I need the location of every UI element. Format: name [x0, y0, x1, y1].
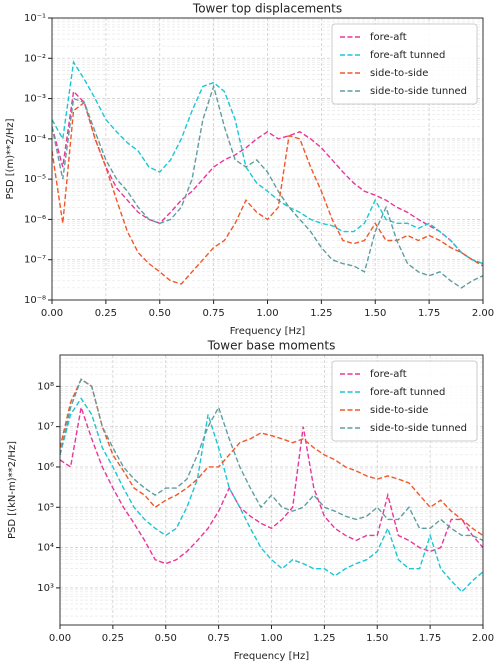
legend: fore-aft fore-aft tunned side-to-side side-… [331, 23, 478, 105]
axes-frame [59, 354, 484, 626]
legend-label: fore-aft [370, 369, 407, 380]
y-tick-label: 10⁻⁵ [24, 174, 46, 185]
x-tick-label: 1.25 [310, 308, 332, 319]
x-tick-label: 0.75 [202, 308, 224, 319]
legend-label: side-to-side [370, 68, 428, 79]
legend-label: fore-aft tunned [370, 50, 445, 61]
y-tick-label: 10⁻⁷ [24, 255, 46, 266]
legend-label: side-to-side tunned [370, 86, 467, 97]
y-tick-label: 10⁻¹ [24, 13, 46, 24]
x-tick-label: 1.75 [419, 633, 441, 644]
x-tick-label: 0.75 [207, 633, 229, 644]
legend: fore-aft fore-aft tunned side-to-side side-… [331, 360, 478, 442]
subplot: Tower base moments Frequency [Hz] PSD [(kN… [7, 339, 494, 663]
y-tick-label: 10⁻² [24, 53, 46, 64]
y-tick-label: 10⁶ [37, 462, 54, 473]
y-tick-label: 10⁷ [37, 422, 54, 433]
x-tick-label: 0.00 [49, 633, 71, 644]
subplot-title: Tower base moments [207, 339, 336, 353]
series-line [60, 378, 483, 537]
y-axis-label: PSD [(kN-m)**2/Hz] [7, 441, 18, 539]
y-tick-label: 10³ [37, 583, 54, 594]
x-tick-label: 1.25 [313, 633, 335, 644]
series-line [52, 101, 483, 285]
series-line [52, 89, 483, 265]
series-line [52, 83, 483, 289]
legend-label: fore-aft [370, 32, 407, 43]
x-axis-label: Frequency [Hz] [234, 651, 310, 662]
y-tick-label: 10⁸ [37, 381, 54, 392]
subplot: Tower top displacements Frequency [Hz] PSD… [5, 2, 494, 338]
y-tick-label: 10⁻³ [24, 94, 46, 105]
x-tick-label: 1.75 [418, 308, 440, 319]
legend-box [331, 23, 478, 105]
x-tick-label: 0.25 [95, 308, 117, 319]
y-tick-label: 10⁻⁸ [24, 295, 46, 306]
series-line [60, 407, 483, 565]
legend-label: side-to-side [370, 405, 428, 416]
y-tick-label: 10⁴ [37, 543, 54, 554]
x-tick-label: 1.00 [256, 308, 278, 319]
x-tick-label: 0.50 [149, 308, 171, 319]
x-tick-label: 0.50 [155, 633, 177, 644]
legend-label: side-to-side tunned [370, 423, 467, 434]
x-tick-label: 2.00 [472, 308, 494, 319]
x-axis-label: Frequency [Hz] [230, 326, 306, 337]
x-tick-label: 0.00 [41, 308, 63, 319]
series-line [60, 378, 483, 542]
x-tick-label: 1.50 [364, 308, 386, 319]
y-tick-label: 10⁵ [37, 502, 54, 513]
subplot-title: Tower top displacements [192, 2, 342, 16]
legend-box [331, 360, 478, 442]
y-tick-label: 10⁻⁴ [24, 134, 46, 145]
y-axis-label: PSD [(m)**2/Hz] [5, 118, 16, 199]
y-tick-label: 10⁻⁶ [24, 214, 46, 225]
series-line [60, 397, 483, 593]
x-tick-label: 2.00 [472, 633, 494, 644]
x-tick-label: 1.50 [366, 633, 388, 644]
x-tick-label: 1.00 [260, 633, 282, 644]
axes-frame [51, 17, 484, 301]
series-line [52, 60, 483, 265]
legend-label: fore-aft tunned [370, 387, 445, 398]
x-tick-label: 0.25 [102, 633, 124, 644]
